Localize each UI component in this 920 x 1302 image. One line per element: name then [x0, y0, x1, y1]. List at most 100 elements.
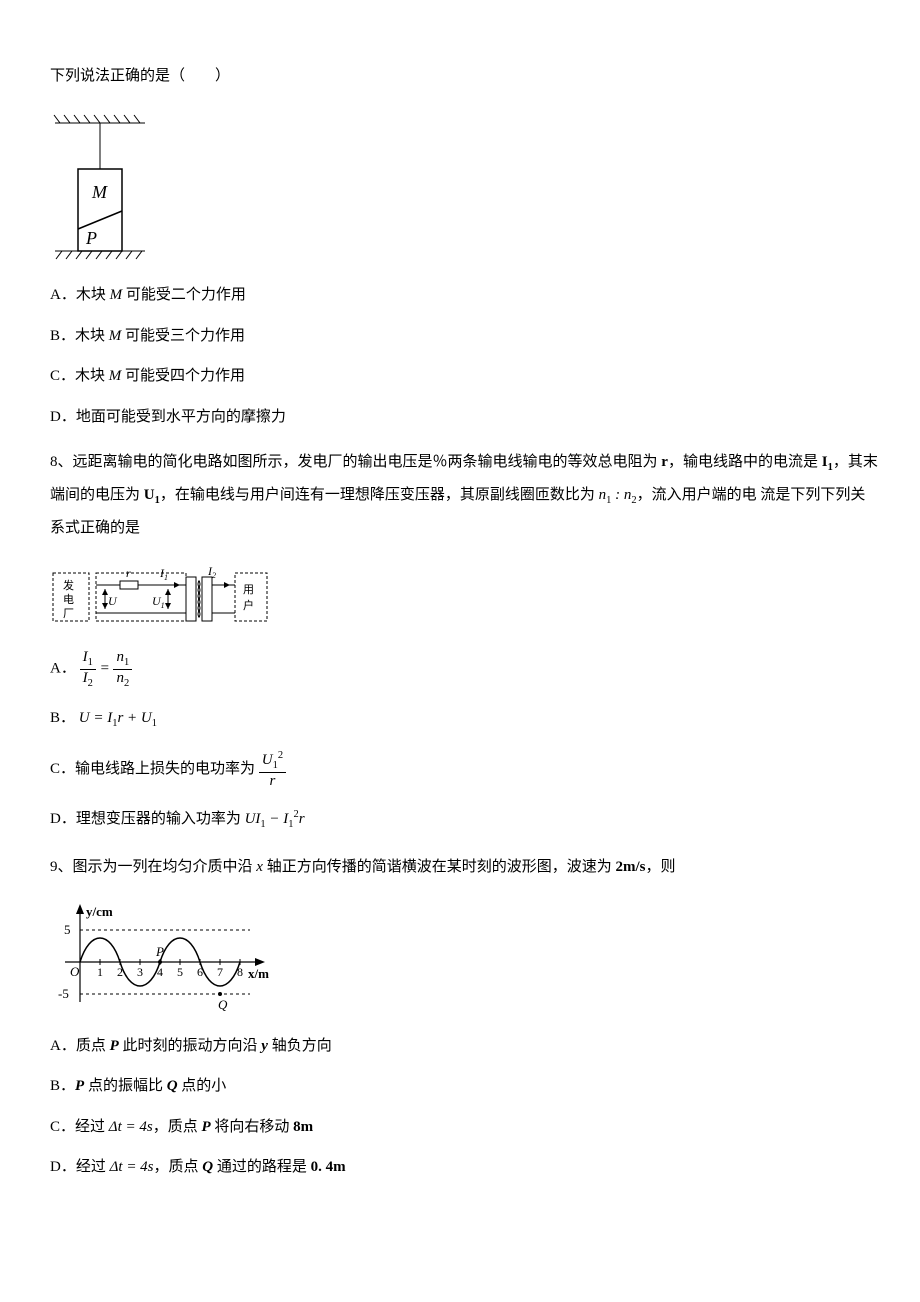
q8-option-D[interactable]: D．理想变压器的输入功率为 UI1 − I12r [50, 807, 880, 833]
x-ticks: 1 2 3 4 5 6 7 8 [97, 965, 243, 979]
q9-stem: 9、图示为一列在均匀介质中沿 x 轴正方向传播的简谐横波在某时刻的波形图，波速为… [50, 851, 880, 884]
text: 图示为一列在均匀介质中沿 [73, 859, 257, 875]
text: D．经过 [50, 1159, 110, 1175]
text: D．理想变压器的输入功率为 [50, 811, 245, 827]
text: D．地面可能受到水平方向的摩擦力 [50, 409, 286, 425]
q7-option-A[interactable]: A．木块 M 可能受二个力作用 [50, 284, 880, 307]
text: A． [50, 661, 76, 677]
fraction-right: n1n2 [113, 649, 132, 689]
dt: Δt = 4s [109, 1119, 153, 1135]
var: Q [202, 1159, 213, 1175]
q7-option-B[interactable]: B．木块 M 可能受三个力作用 [50, 325, 880, 348]
svg-text:8: 8 [237, 965, 243, 979]
text: B． [50, 1078, 75, 1094]
text: 轴负方向 [268, 1038, 332, 1054]
label-P: P [155, 944, 164, 959]
text: ，则 [645, 859, 675, 875]
equals: = [100, 661, 114, 677]
label-r: r [126, 566, 131, 580]
text: A．木块 [50, 287, 110, 303]
q7-stem: 下列说法正确的是（ ） [50, 60, 880, 93]
q8-figure: 发 电 厂 U U1 r I1 I2 [50, 563, 880, 631]
text: 可能受四个力作用 [121, 368, 245, 384]
text: 点的小 [178, 1078, 227, 1094]
q8-num: 8、 [50, 454, 73, 470]
origin: O [70, 964, 80, 979]
text: C．经过 [50, 1119, 109, 1135]
q9-option-D[interactable]: D．经过 Δt = 4s，质点 Q 通过的路程是 0. 4m [50, 1156, 880, 1179]
ytick: 5 [64, 922, 71, 937]
q8-option-C[interactable]: C．输电线路上损失的电功率为 U12r [50, 750, 880, 789]
svg-text:5: 5 [177, 965, 183, 979]
var: y [261, 1038, 268, 1054]
text: 点的振幅比 [84, 1078, 167, 1094]
text: 远距离输电的简化电路如图所示，发电厂的输出电压是％两条输电线输电的等效总电阻为 [73, 454, 662, 470]
q7-fig-label-P: P [85, 228, 97, 248]
var: M [109, 368, 122, 384]
var: P [201, 1119, 210, 1135]
ratio-n1n2: n1 : n2 [599, 487, 637, 503]
var-x: x [256, 859, 263, 875]
ylabel: y/cm [86, 904, 113, 919]
text: ，流入用户端的电 [637, 487, 757, 503]
q8-stem: 8、远距离输电的简化电路如图所示，发电厂的输出电压是％两条输电线输电的等效总电阻… [50, 446, 880, 545]
svg-text:7: 7 [217, 965, 223, 979]
svg-text:6: 6 [197, 965, 203, 979]
q9-num: 9、 [50, 859, 73, 875]
label: 户 [243, 598, 254, 612]
q7-fig-label-M: M [91, 182, 108, 202]
q7-option-C[interactable]: C．木块 M 可能受四个力作用 [50, 365, 880, 388]
text: ，输电线路中的电流是 [668, 454, 818, 470]
q9-option-A[interactable]: A．质点 P 此时刻的振动方向沿 y 轴负方向 [50, 1035, 880, 1058]
svg-text:3: 3 [137, 965, 143, 979]
text: C．输电线路上损失的电功率为 [50, 761, 259, 777]
dist: 0. 4m [311, 1159, 346, 1175]
var: P [75, 1078, 84, 1094]
label-I1: I1 [159, 566, 168, 582]
q7-option-D[interactable]: D．地面可能受到水平方向的摩擦力 [50, 406, 880, 429]
text: 将向右移动 [211, 1119, 294, 1135]
text: ，质点 [154, 1159, 203, 1175]
label: 用 [243, 584, 254, 596]
label-U1: U1 [152, 594, 165, 610]
q8-option-B[interactable]: B． U = I1r + U1 [50, 707, 880, 732]
svg-text:4: 4 [157, 965, 163, 979]
q8-option-A[interactable]: A． I1I2 = n1n2 [50, 649, 880, 689]
var: P [110, 1038, 119, 1054]
var: M [110, 287, 123, 303]
text: C．木块 [50, 368, 109, 384]
xlabel: x/m [248, 966, 269, 981]
label: 电 [63, 593, 74, 606]
var-r: r [661, 454, 668, 470]
dt: Δt = 4s [110, 1159, 154, 1175]
var-U1: U1 [144, 487, 160, 503]
text: 通过的路程是 [213, 1159, 311, 1175]
label-I2: I2 [207, 564, 216, 580]
text: ，在输电线与用户间连有一理想降压变压器，其原副线圈匝数比为 [160, 487, 599, 503]
text: 此时刻的振动方向沿 [119, 1038, 262, 1054]
svg-text:2: 2 [117, 965, 123, 979]
fraction-left: I1I2 [80, 649, 96, 689]
text: 轴正方向传播的简谐横波在某时刻的波形图，波速为 [263, 859, 616, 875]
text: 可能受二个力作用 [122, 287, 246, 303]
dist: 8m [293, 1119, 313, 1135]
transformer-icon [186, 577, 212, 621]
q9-figure: y/cm x/m 5 -5 O 1 2 3 4 5 6 7 8 P Q [50, 902, 880, 1017]
fraction: U12r [259, 750, 286, 789]
label-U: U [108, 594, 118, 608]
var: Q [167, 1078, 178, 1094]
q9-option-C[interactable]: C．经过 Δt = 4s，质点 P 将向右移动 8m [50, 1116, 880, 1139]
label: 发 [63, 578, 74, 592]
text: 可能受三个力作用 [121, 328, 245, 344]
label-Q: Q [218, 997, 228, 1012]
text: B． [50, 710, 75, 726]
text: B．木块 [50, 328, 109, 344]
expr: UI1 − I12r [245, 811, 305, 827]
q7-figure: M P [50, 111, 880, 266]
ytick: -5 [58, 986, 69, 1001]
q9-option-B[interactable]: B．P 点的振幅比 Q 点的小 [50, 1075, 880, 1098]
var-I1: I1 [822, 454, 833, 470]
label: 厂 [63, 608, 74, 620]
expr: U = I1r + U1 [79, 710, 157, 726]
text: A．质点 [50, 1038, 110, 1054]
